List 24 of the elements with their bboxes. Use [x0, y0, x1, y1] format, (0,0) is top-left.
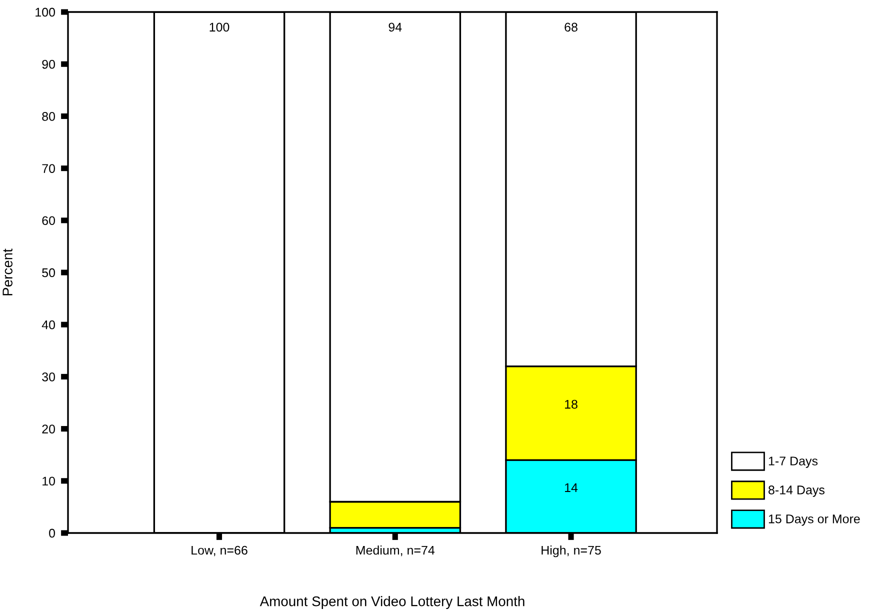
x-axis-title: Amount Spent on Video Lottery Last Month [260, 596, 524, 609]
y-tick-label: 10 [42, 476, 56, 486]
legend-label: 1-7 Days [768, 456, 818, 468]
y-tick-label: 0 [49, 528, 56, 538]
data-label: 18 [565, 400, 578, 409]
legend-label: 15 Days or More [768, 514, 860, 526]
y-axis-title: Percent [2, 248, 12, 296]
data-label: 14 [565, 483, 578, 492]
x-tick-label: Low, n=66 [192, 546, 248, 556]
y-tick-label: 90 [42, 60, 56, 69]
data-label: 94 [388, 22, 402, 32]
y-tick-label: 40 [42, 320, 56, 330]
y-tick-label: 30 [42, 372, 56, 382]
data-label: 100 [210, 22, 230, 32]
y-tick-label: 70 [42, 164, 56, 173]
y-tick-label: 60 [42, 216, 56, 226]
x-tick-label: High, n=75 [542, 546, 601, 558]
y-tick-label: 80 [42, 112, 56, 121]
y-tick-label: 50 [42, 268, 56, 278]
legend-label: 8-14 Days [768, 486, 825, 497]
y-tick-label: 20 [42, 424, 56, 434]
y-tick-label: 100 [36, 8, 56, 17]
x-tick-label: Medium, n=74 [356, 546, 435, 556]
data-label: 68 [564, 22, 578, 32]
